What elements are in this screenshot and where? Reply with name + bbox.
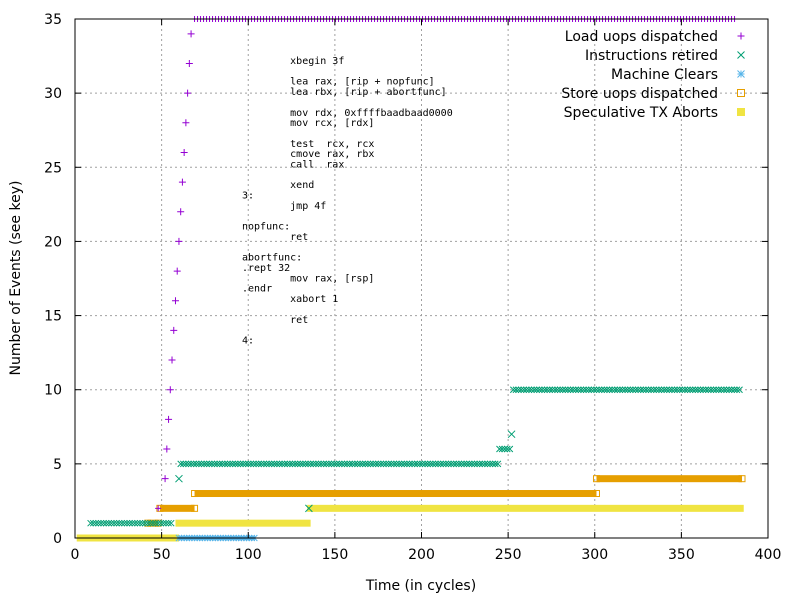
x-tick-label: 200 [408, 547, 435, 563]
data-point [165, 415, 173, 423]
data-segment [509, 386, 743, 394]
data-point [185, 59, 193, 67]
legend-marker [737, 108, 745, 116]
legend-marker [737, 32, 745, 40]
data-point [163, 445, 171, 453]
data-segment [496, 445, 514, 453]
y-tick-label: 30 [44, 86, 62, 102]
code-annotation: xbegin 3f lea rax, [rip + nopfunc] lea r… [242, 56, 453, 346]
legend-label: Instructions retired [585, 48, 718, 64]
data-point [187, 30, 195, 38]
data-point [182, 119, 190, 127]
series-instructions-retired [87, 386, 743, 527]
code-line: mov rcx, [rdx] [242, 118, 374, 129]
data-segment [175, 519, 311, 527]
data-segment [592, 475, 746, 483]
code-line: mov rdx, 0xffffbaadbaad0000 [242, 108, 453, 119]
code-line: lea rax, [rip + nopfunc] [242, 77, 435, 88]
data-segment [155, 505, 162, 512]
legend-marker [737, 89, 745, 97]
data-point [184, 89, 192, 97]
x-tick-label: 400 [755, 547, 782, 563]
x-tick-label: 150 [322, 547, 349, 563]
series-store-uops-dispatched [144, 475, 746, 527]
data-point [305, 504, 313, 513]
code-line: ret [242, 232, 308, 243]
code-line: xbegin 3f [242, 56, 344, 67]
code-line: abortfunc: [242, 253, 302, 264]
code-line: call rax [242, 160, 344, 171]
code-line: xend [242, 180, 314, 191]
code-line: mov rax, [rsp] [242, 273, 374, 284]
code-line: 4: [242, 335, 254, 346]
data-segment [191, 490, 600, 498]
axis-ticks: 0 50 100 150 200 250 300 350 400 0 5 10 15 20 25 30 35 [44, 12, 781, 563]
code-line: test rcx, rcx [242, 139, 374, 150]
code-line: .rept 32 [242, 263, 290, 274]
legend-label: Speculative TX Aborts [564, 105, 718, 121]
data-point [173, 267, 181, 275]
code-line: nopfunc: [242, 222, 290, 233]
data-point [177, 208, 185, 216]
x-tick-label: 250 [495, 547, 522, 563]
legend-marker [737, 51, 745, 59]
x-tick-label: 100 [235, 547, 262, 563]
x-tick-label: 350 [668, 547, 695, 563]
code-line: xabort 1 [242, 294, 338, 305]
y-tick-label: 10 [44, 383, 62, 399]
data-point [178, 178, 186, 186]
legend-entry: Store uops dispatched [561, 86, 745, 102]
y-tick-label: 15 [44, 309, 62, 325]
y-axis-label: Number of Events (see key) [8, 181, 24, 376]
legend-label: Machine Clears [611, 67, 718, 83]
data-point [161, 475, 169, 483]
data-segment [87, 519, 175, 527]
data-point [175, 237, 183, 245]
y-tick-label: 5 [53, 457, 62, 473]
x-axis-label: Time (in cycles) [365, 578, 476, 594]
code-line: jmp 4f [242, 201, 326, 212]
data-point [171, 297, 179, 305]
legend-entry: Load uops dispatched [565, 29, 745, 45]
y-tick-label: 0 [53, 531, 62, 547]
code-line: cmove rax, rbx [242, 149, 374, 160]
y-tick-label: 35 [44, 12, 62, 28]
y-tick-label: 20 [44, 234, 62, 250]
code-line: lea rbx, [rip + abortfunc] [242, 87, 447, 98]
grid-lines [75, 19, 768, 538]
legend-marker [737, 70, 745, 78]
data-point [175, 474, 183, 483]
code-line: .endr [242, 284, 272, 295]
data-segment [307, 504, 744, 512]
x-tick-label: 0 [71, 547, 80, 563]
legend: Load uops dispatched Instructions retired… [561, 29, 745, 121]
data-point [170, 326, 178, 334]
legend-label: Load uops dispatched [565, 29, 718, 45]
data-point [166, 386, 174, 394]
legend-entry: Speculative TX Aborts [564, 105, 745, 121]
data-point [168, 356, 176, 364]
code-line: 3: [242, 191, 254, 202]
legend-label: Store uops dispatched [561, 86, 718, 102]
data-point [507, 430, 516, 439]
legend-entry: Machine Clears [611, 67, 745, 83]
legend-entry: Instructions retired [585, 48, 745, 64]
x-tick-label: 300 [581, 547, 608, 563]
y-tick-label: 25 [44, 160, 62, 176]
code-line: ret [242, 315, 308, 326]
data-segment [177, 460, 502, 468]
plot-area [76, 16, 746, 542]
x-tick-label: 50 [153, 547, 171, 563]
data-segment [156, 504, 199, 512]
data-point [180, 148, 188, 156]
